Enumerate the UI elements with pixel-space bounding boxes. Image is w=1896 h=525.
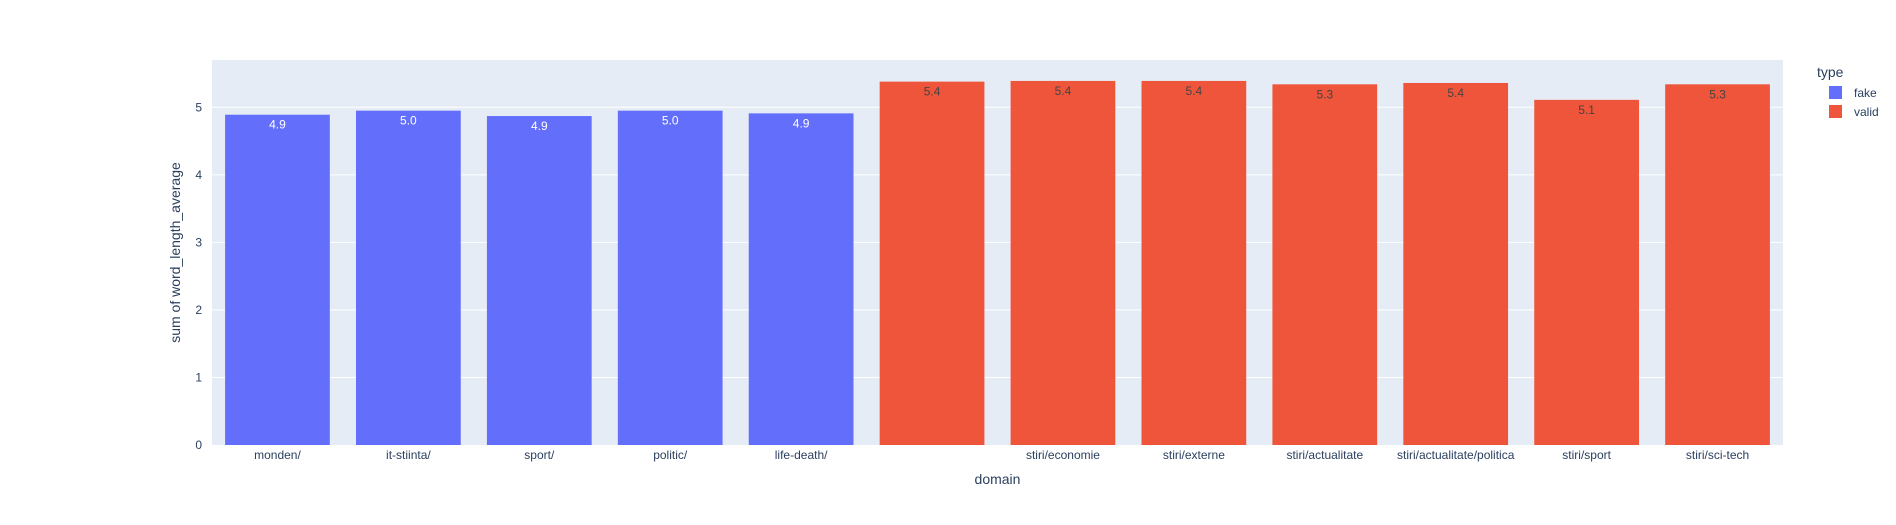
- bar: [486, 116, 592, 445]
- bar: [356, 110, 461, 445]
- bar-value-label: 5.4: [1186, 84, 1203, 98]
- bar-value-label: 5.1: [1578, 103, 1595, 117]
- x-tick-label: stiri/sport: [1562, 448, 1611, 462]
- x-tick-label: stiri/economie: [1026, 448, 1100, 462]
- bar-value-label: 5.4: [924, 85, 941, 99]
- bar-value-label: 4.9: [269, 118, 286, 132]
- y-tick-label: 0: [195, 438, 202, 452]
- bar-value-label: 5.0: [662, 114, 679, 128]
- gridlines: [212, 106, 1783, 378]
- legend-swatch: [1829, 105, 1842, 118]
- bar: [617, 110, 723, 445]
- bar-value-label: 4.9: [793, 116, 810, 130]
- bar: [879, 81, 985, 445]
- y-tick-label: 2: [195, 303, 202, 317]
- x-axis-title: domain: [975, 471, 1021, 487]
- x-tick-label: stiri/actualitate/politica: [1397, 448, 1515, 462]
- x-tick-label: it-stiinta/: [386, 448, 431, 462]
- y-tick-label: 3: [195, 235, 202, 249]
- bars: [225, 80, 1770, 446]
- x-tick-label: stiri/externe: [1163, 448, 1225, 462]
- x-tick-label: stiri/sci-tech: [1686, 448, 1749, 462]
- plot-background: [212, 60, 1783, 445]
- bar-labels: 4.9 5.0 4.9 5.0 4.9 5.4 5.4 5.4 5.3 5.4 5.1 5.3: [269, 84, 1726, 133]
- y-tick-label: 5: [195, 100, 202, 114]
- x-tick-label: politic/: [653, 448, 688, 462]
- bar-value-label: 5.0: [400, 114, 417, 128]
- bar-value-label: 5.3: [1709, 87, 1726, 101]
- legend: type fake valid: [1817, 64, 1879, 119]
- bar: [1665, 84, 1770, 445]
- bar-value-label: 5.4: [1447, 86, 1464, 100]
- bar-value-label: 5.4: [1055, 84, 1072, 98]
- y-axis-title: sum of word_length_average: [167, 162, 183, 343]
- bar: [1010, 80, 1116, 445]
- y-tick-labels: 0 1 2 3 4 5: [195, 100, 202, 452]
- legend-swatch: [1829, 86, 1842, 99]
- legend-title: type: [1817, 64, 1844, 80]
- legend-entry[interactable]: fake: [1854, 86, 1877, 100]
- bar: [1141, 80, 1247, 445]
- x-tick-label: life-death/: [775, 448, 828, 462]
- legend-entry[interactable]: valid: [1854, 105, 1879, 119]
- x-tick-label: sport/: [524, 448, 555, 462]
- x-tick-label: monden/: [254, 448, 301, 462]
- bar: [225, 114, 330, 446]
- bar-value-label: 4.9: [531, 119, 548, 133]
- bar: [1534, 99, 1639, 445]
- bar: [748, 113, 854, 445]
- y-tick-label: 1: [195, 370, 202, 384]
- x-tick-labels: monden/it-stiinta/sport/politic/life-dea…: [254, 448, 1749, 462]
- bar: [1403, 82, 1509, 446]
- bar-value-label: 5.3: [1316, 87, 1333, 101]
- bar: [1272, 84, 1378, 445]
- x-tick-label: stiri/actualitate: [1286, 448, 1363, 462]
- y-tick-label: 4: [195, 168, 202, 182]
